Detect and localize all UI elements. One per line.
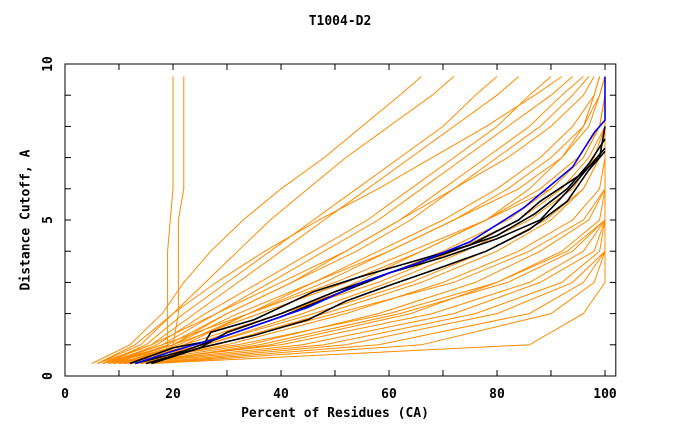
- y-tick-label: 10: [41, 56, 56, 72]
- curves-layer: [91, 76, 606, 365]
- y-tick-label: 5: [41, 216, 56, 224]
- model-curve-11: [97, 76, 563, 364]
- highlight-curve: [134, 76, 606, 365]
- model-curve-7: [102, 76, 498, 364]
- model-curve-16: [113, 76, 606, 364]
- x-tick-label: 100: [593, 387, 617, 402]
- model-curve-4: [108, 76, 573, 364]
- model-curve-17: [118, 76, 606, 364]
- model-curve-23: [124, 76, 606, 364]
- x-tick-label: 60: [381, 387, 397, 402]
- model-curve-13: [118, 76, 606, 364]
- model-curve-8: [108, 76, 552, 364]
- model-curve-18: [124, 76, 606, 364]
- model-curve-3: [102, 76, 519, 364]
- model-curve-6: [118, 76, 601, 364]
- model-curve-30: [118, 76, 606, 364]
- model-curve-5: [113, 76, 590, 364]
- chart-title: T1004-D2: [308, 14, 372, 29]
- model-curve-2: [97, 76, 455, 364]
- model-curve-35: [113, 76, 606, 364]
- x-tick-label: 40: [273, 387, 289, 402]
- reference-4-curve: [151, 147, 606, 365]
- model-curve-1: [91, 76, 422, 364]
- model-curve-14: [124, 76, 606, 364]
- reference-3-curve: [145, 150, 606, 365]
- model-curve-21: [113, 76, 606, 364]
- x-tick-label: 0: [61, 387, 69, 402]
- model-curve-22: [118, 76, 606, 364]
- x-tick-label: 20: [165, 387, 181, 402]
- model-curve-10: [167, 76, 185, 364]
- model-curve-34: [97, 76, 595, 364]
- reference-1-curve: [129, 126, 606, 365]
- x-axis-label: Percent of Residues (CA): [241, 406, 429, 421]
- axes-layer: 0 20 40 60 80 100 0 5 10: [41, 56, 617, 402]
- model-curve-25: [140, 76, 606, 364]
- reference-2-curve: [135, 138, 606, 365]
- model-curve-36: [102, 76, 606, 364]
- model-curve-9: [161, 76, 174, 364]
- y-tick-label: 0: [41, 372, 56, 380]
- x-tick-label: 80: [489, 387, 505, 402]
- model-curve-32: [108, 76, 601, 364]
